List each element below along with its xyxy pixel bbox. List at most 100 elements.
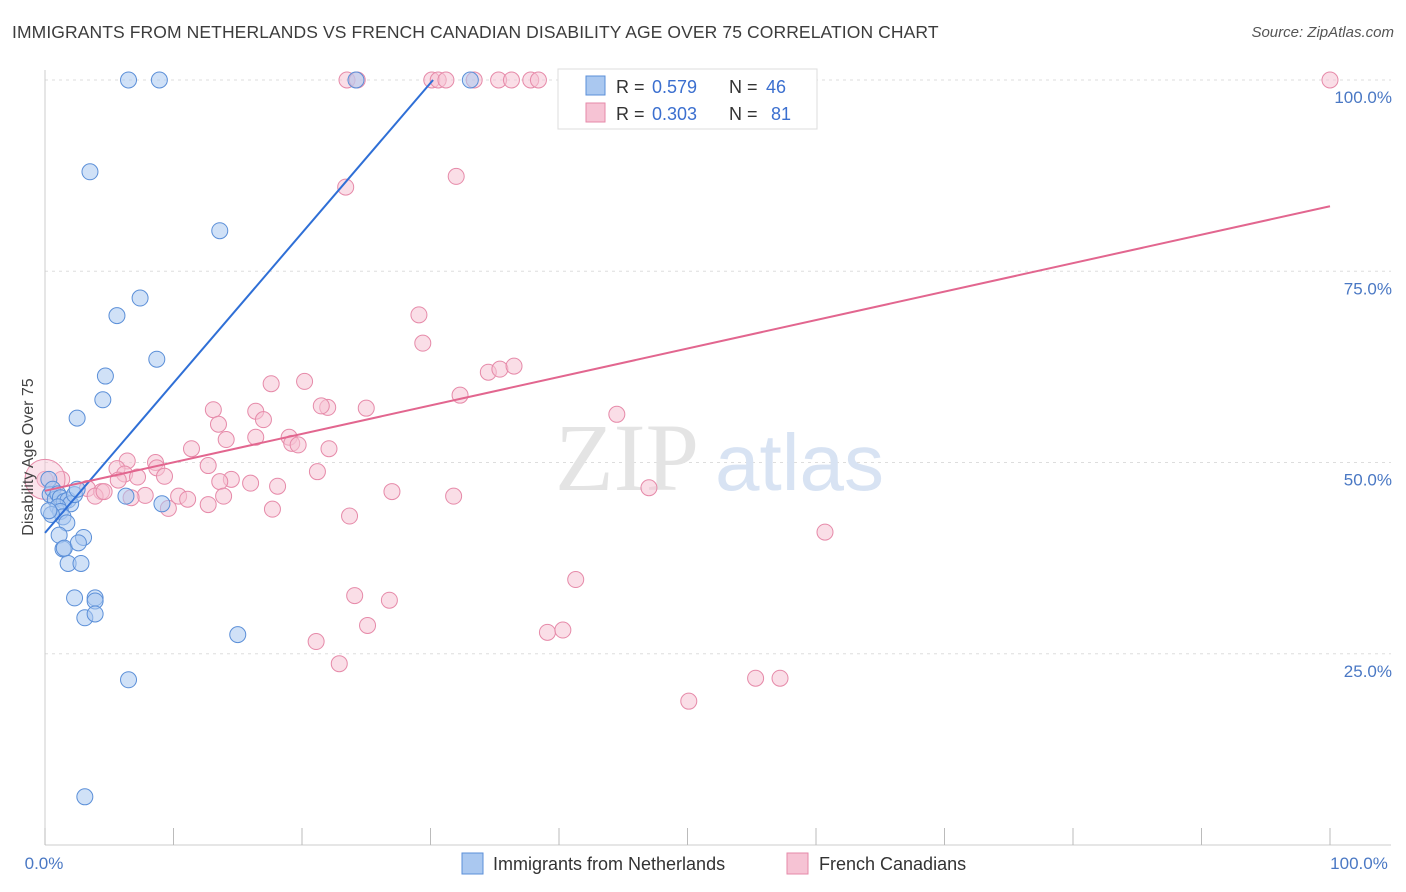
pink-data-point [554,621,572,639]
chart-title: IMMIGRANTS FROM NETHERLANDS VS FRENCH CA… [12,22,939,42]
blue-data-point [94,391,112,409]
blue-data-point [86,605,104,623]
pink-data-point [357,399,375,417]
pink-data-point [269,477,287,495]
blue-data-point [150,71,168,89]
pink-data-point [608,405,626,423]
blue-data-point [120,71,138,89]
pink-data-point [199,457,217,475]
pink-data-point [337,178,355,196]
pink-data-point [156,467,174,485]
pink-data-point [359,616,377,634]
pink-data-point [771,669,789,687]
pink-data-point [215,487,233,505]
pink-data-point [346,587,364,605]
pink-data-point [410,306,428,324]
blue-data-point [347,71,365,89]
pink-data-point [330,655,348,673]
pink-data-point [414,334,432,352]
legend-blue-n-value: 46 [766,77,786,97]
pink-data-point [320,440,338,458]
blue-data-point [58,514,76,532]
pink-data-point [254,411,272,429]
blue-data-point [69,534,87,552]
trendlines [44,79,1331,534]
legend-pink-swatch [585,102,606,123]
blue-data-point [40,502,58,520]
pink-data-point [247,428,265,446]
blue-data-point [153,495,171,513]
y-axis-label: Disability Age Over 75 [20,378,37,536]
pink-data-point [262,375,280,393]
pink-data-point [307,633,325,651]
blue-data-point [72,554,90,572]
y-tick-label: 50.0% [1344,471,1392,490]
pink-data-point [747,669,765,687]
blue-data-point [211,222,229,240]
pink-data-point [308,463,326,481]
x-axis-ticks [44,828,1331,845]
x-tick-min: 0.0% [25,854,64,873]
pink-data-point [263,500,281,518]
y-tick-label: 25.0% [1344,662,1392,681]
pink-data-point [640,479,658,497]
pink-data-point [380,591,398,609]
x-tick-max: 100.0% [1330,854,1388,873]
pink-trendline [44,205,1331,492]
blue-data-point [229,626,247,644]
pink-data-point [502,71,520,89]
watermark-atlas: atlas [715,418,884,507]
pink-data-point [289,436,307,454]
legend-pink-n-value: 81 [771,104,791,124]
pink-data-point [136,486,154,504]
blue-data-point [120,671,138,689]
pink-data-point [182,440,200,458]
bottom-legend-blue-swatch [461,852,484,875]
blue-data-point [131,289,149,307]
blue-data-point [461,71,479,89]
legend-blue-r-label: R = [616,77,645,97]
pink-data-point [199,496,217,514]
pink-data-point [383,483,401,501]
source-label: Source: ZipAtlas.com [1251,24,1394,41]
legend-pink-r-label: R = [616,104,645,124]
blue-data-point [81,163,99,181]
blue-data-point [55,539,73,557]
axes [44,70,1391,846]
blue-data-point [148,350,166,368]
pink-data-point [341,507,359,525]
blue-data-point [66,589,84,607]
stats-legend: R = 0.579 N = 46 R = 0.303 N = 81 [557,68,818,130]
legend-blue-r-value: 0.579 [652,77,697,97]
y-tick-label: 75.0% [1344,279,1392,298]
pink-data-point [437,71,455,89]
pink-data-point [816,523,834,541]
watermark: ZIP atlas [555,404,884,511]
pink-data-point [217,431,235,449]
blue-data-point [117,487,135,505]
pink-data-point [567,571,585,589]
bottom-legend-blue-label: Immigrants from Netherlands [493,854,725,874]
pink-data-point [680,692,698,710]
pink-data-point [529,71,547,89]
pink-data-point [447,167,465,185]
pink-data-point [312,397,330,415]
blue-data-point [96,367,114,385]
pink-data-point [505,357,523,375]
bottom-legend-pink-label: French Canadians [819,854,966,874]
bottom-legend-pink-swatch [786,852,809,875]
pink-data-point [242,474,260,492]
pink-data-point [179,490,197,508]
blue-data-point [108,307,126,325]
watermark-zip: ZIP [555,404,699,511]
y-axis-tick-labels: 25.0% 50.0% 75.0% 100.0% [1334,88,1392,681]
pink-data-point [491,360,509,378]
legend-blue-swatch [585,75,606,96]
pink-data-point [95,483,113,501]
pink-data-point [296,372,314,390]
french-canadians-points [24,71,1339,710]
legend-blue-n-label: N = [729,77,758,97]
pink-data-point [211,473,229,491]
pink-data-point [204,401,222,419]
